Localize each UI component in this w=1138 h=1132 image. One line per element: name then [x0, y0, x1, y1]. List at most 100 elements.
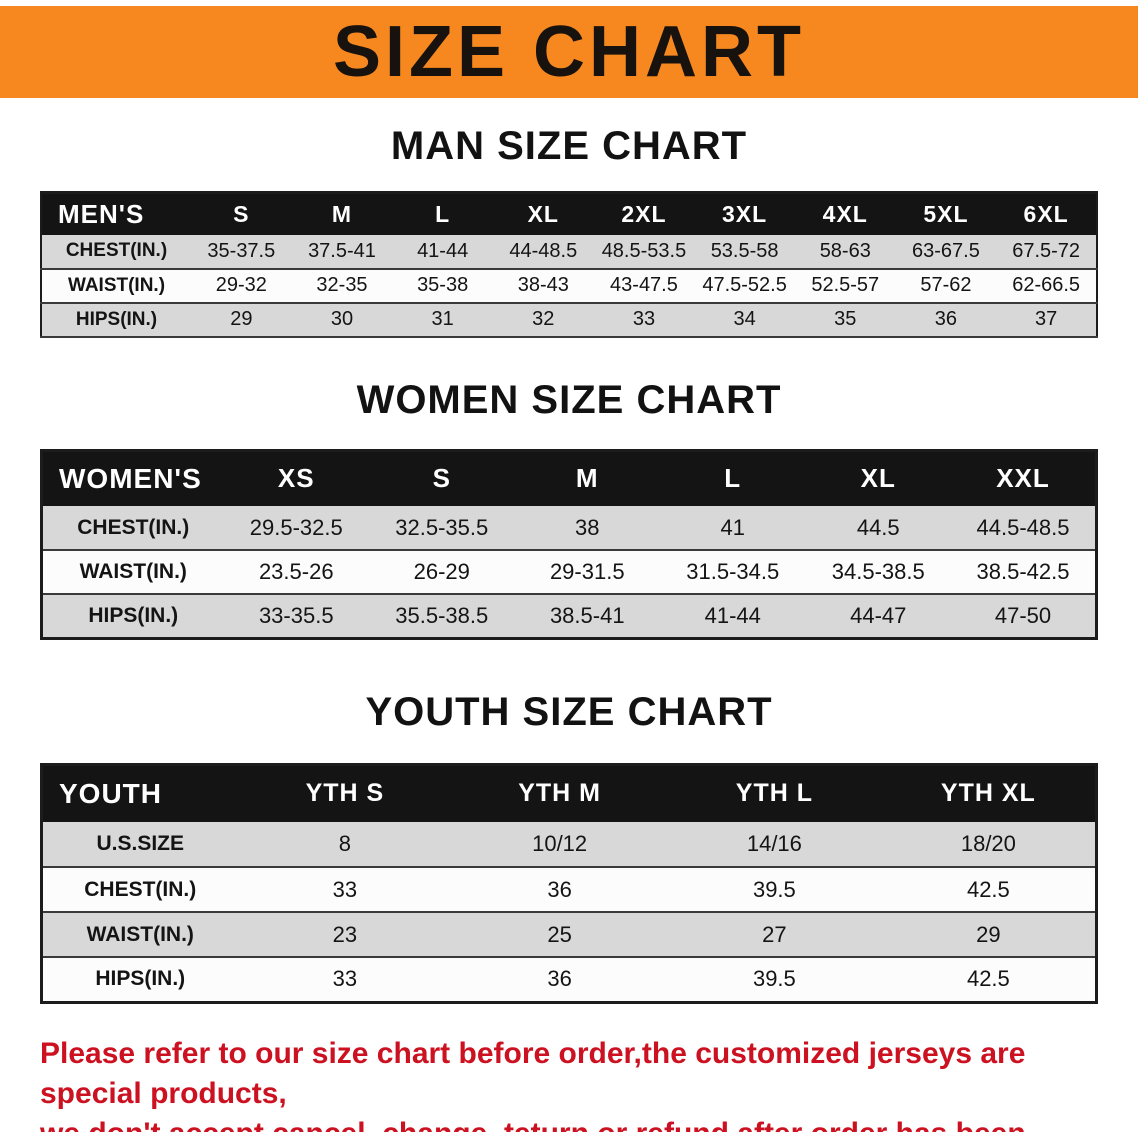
size-chart-title: SIZE CHART — [333, 12, 805, 92]
table-row: CHEST(IN.) 33 36 39.5 42.5 — [41, 867, 1097, 913]
value-cell: 52.5-57 — [794, 268, 896, 304]
value-cell: 57-62 — [895, 268, 997, 304]
value-cell: 39.5 — [667, 867, 882, 913]
value-cell: 36 — [452, 867, 667, 913]
value-cell: 29-32 — [191, 268, 292, 304]
value-cell: 42.5 — [881, 867, 1097, 913]
table-row: HIPS(IN.) 33-35.5 35.5-38.5 38.5-41 41-44 44-… — [41, 594, 1097, 639]
value-cell: 23.5-26 — [223, 550, 369, 595]
value-cell: 38-43 — [492, 268, 594, 304]
value-cell: 37.5-41 — [291, 234, 393, 270]
value-cell: 29.5-32.5 — [223, 506, 369, 551]
measure-label-cell: WAIST(IN.) — [41, 550, 224, 595]
women-size-chart-heading: WOMEN SIZE CHART — [356, 377, 782, 422]
table-row: CHEST(IN.) 35-37.5 37.5-41 41-44 44-48.5 48.5… — [41, 234, 1097, 270]
table-header-row: MEN'S S M L XL 2XL 3XL 4XL 5XL 6XL — [41, 192, 1097, 235]
value-cell: 44.5 — [805, 506, 951, 551]
value-cell: 18/20 — [881, 822, 1097, 868]
value-cell: 35-38 — [392, 268, 493, 304]
size-header-cell: 3XL — [694, 192, 795, 235]
value-cell: 44.5-48.5 — [951, 506, 1097, 551]
value-cell: 35-37.5 — [191, 234, 292, 270]
size-header-cell: 5XL — [895, 192, 997, 235]
measure-label-cell: CHEST(IN.) — [41, 506, 224, 551]
table-row: U.S.SIZE 8 10/12 14/16 18/20 — [41, 822, 1097, 868]
table-header-row: YOUTH YTH S YTH M YTH L YTH XL — [41, 764, 1097, 822]
size-header-cell: YTH M — [452, 764, 667, 822]
table-row: HIPS(IN.) 29 30 31 32 33 34 35 36 37 — [41, 302, 1097, 338]
size-header-cell: XL — [805, 450, 951, 506]
womens-size-table: WOMEN'S XS S M L XL XXL CHEST(IN.) 29.5-32.5 32.5… — [40, 448, 1098, 640]
measure-label-cell: CHEST(IN.) — [41, 234, 191, 270]
value-cell: 43-47.5 — [593, 268, 695, 304]
value-cell: 32-35 — [291, 268, 393, 304]
youth-size-table: YOUTH YTH S YTH M YTH L YTH XL U.S.SIZE 8 10/12… — [40, 762, 1098, 1004]
value-cell: 41-44 — [392, 234, 493, 270]
value-cell: 33-35.5 — [223, 594, 369, 639]
man-size-chart-heading: MAN SIZE CHART — [390, 124, 748, 168]
value-cell: 33 — [237, 957, 453, 1003]
size-header-cell: XXL — [951, 450, 1097, 506]
table-title-cell: WOMEN'S — [41, 450, 224, 506]
value-cell: 63-67.5 — [895, 234, 997, 270]
value-cell: 62-66.5 — [996, 268, 1097, 304]
value-cell: 34 — [694, 302, 795, 338]
value-cell: 36 — [452, 957, 667, 1003]
value-cell: 31.5-34.5 — [660, 550, 806, 595]
value-cell: 26-29 — [369, 550, 515, 595]
value-cell: 41 — [660, 506, 806, 551]
value-cell: 29 — [881, 912, 1097, 958]
table-row: WAIST(IN.) 23.5-26 26-29 29-31.5 31.5-34.5 34… — [41, 550, 1097, 595]
table-title-cell: MEN'S — [41, 192, 191, 235]
value-cell: 8 — [237, 822, 453, 868]
value-cell: 53.5-58 — [694, 234, 795, 270]
size-chart-banner: SIZE CHART — [0, 6, 1138, 98]
value-cell: 29 — [191, 302, 292, 338]
value-cell: 23 — [237, 912, 453, 958]
value-cell: 34.5-38.5 — [805, 550, 951, 595]
disclaimer-line-1: Please refer to our size chart before or… — [40, 1036, 1026, 1110]
size-header-cell: XL — [492, 192, 594, 235]
size-header-cell: M — [291, 192, 393, 235]
size-header-cell: YTH XL — [881, 764, 1097, 822]
table-row: CHEST(IN.) 29.5-32.5 32.5-35.5 38 41 44.5 44.5… — [41, 506, 1097, 551]
value-cell: 41-44 — [660, 594, 806, 639]
value-cell: 39.5 — [667, 957, 882, 1003]
measure-label-cell: HIPS(IN.) — [41, 302, 191, 338]
table-row: WAIST(IN.) 23 25 27 29 — [41, 912, 1097, 958]
size-header-cell: L — [392, 192, 493, 235]
table-row: WAIST(IN.) 29-32 32-35 35-38 38-43 43-47.5 47.… — [41, 268, 1097, 304]
measure-label-cell: HIPS(IN.) — [41, 594, 224, 639]
value-cell: 47-50 — [951, 594, 1097, 639]
value-cell: 25 — [452, 912, 667, 958]
value-cell: 38.5-42.5 — [951, 550, 1097, 595]
measure-label-cell: CHEST(IN.) — [41, 867, 238, 913]
value-cell: 44-47 — [805, 594, 951, 639]
disclaimer-text: Please refer to our size chart before or… — [40, 1034, 1118, 1132]
size-header-cell: S — [369, 450, 515, 506]
value-cell: 32 — [492, 302, 594, 338]
value-cell: 33 — [593, 302, 695, 338]
youth-size-chart-heading: YOUTH SIZE CHART — [365, 689, 773, 734]
measure-label-cell: HIPS(IN.) — [41, 957, 238, 1003]
value-cell: 47.5-52.5 — [694, 268, 795, 304]
measure-label-cell: WAIST(IN.) — [41, 912, 238, 958]
value-cell: 35 — [794, 302, 896, 338]
value-cell: 36 — [895, 302, 997, 338]
size-header-cell: 4XL — [794, 192, 896, 235]
disclaimer-line-2: we don't accept cancel, change, teturn o… — [40, 1114, 1118, 1132]
value-cell: 48.5-53.5 — [593, 234, 695, 270]
value-cell: 33 — [237, 867, 453, 913]
value-cell: 10/12 — [452, 822, 667, 868]
table-title-cell: YOUTH — [41, 764, 238, 822]
value-cell: 31 — [392, 302, 493, 338]
size-header-cell: XS — [223, 450, 369, 506]
table-row: HIPS(IN.) 33 36 39.5 42.5 — [41, 957, 1097, 1003]
value-cell: 27 — [667, 912, 882, 958]
value-cell: 44-48.5 — [492, 234, 594, 270]
mens-size-table: MEN'S S M L XL 2XL 3XL 4XL 5XL 6XL CHEST(IN.) 35-37… — [40, 191, 1098, 338]
size-header-cell: YTH S — [237, 764, 453, 822]
table-header-row: WOMEN'S XS S M L XL XXL — [41, 450, 1097, 506]
value-cell: 14/16 — [667, 822, 882, 868]
measure-label-cell: U.S.SIZE — [41, 822, 238, 868]
